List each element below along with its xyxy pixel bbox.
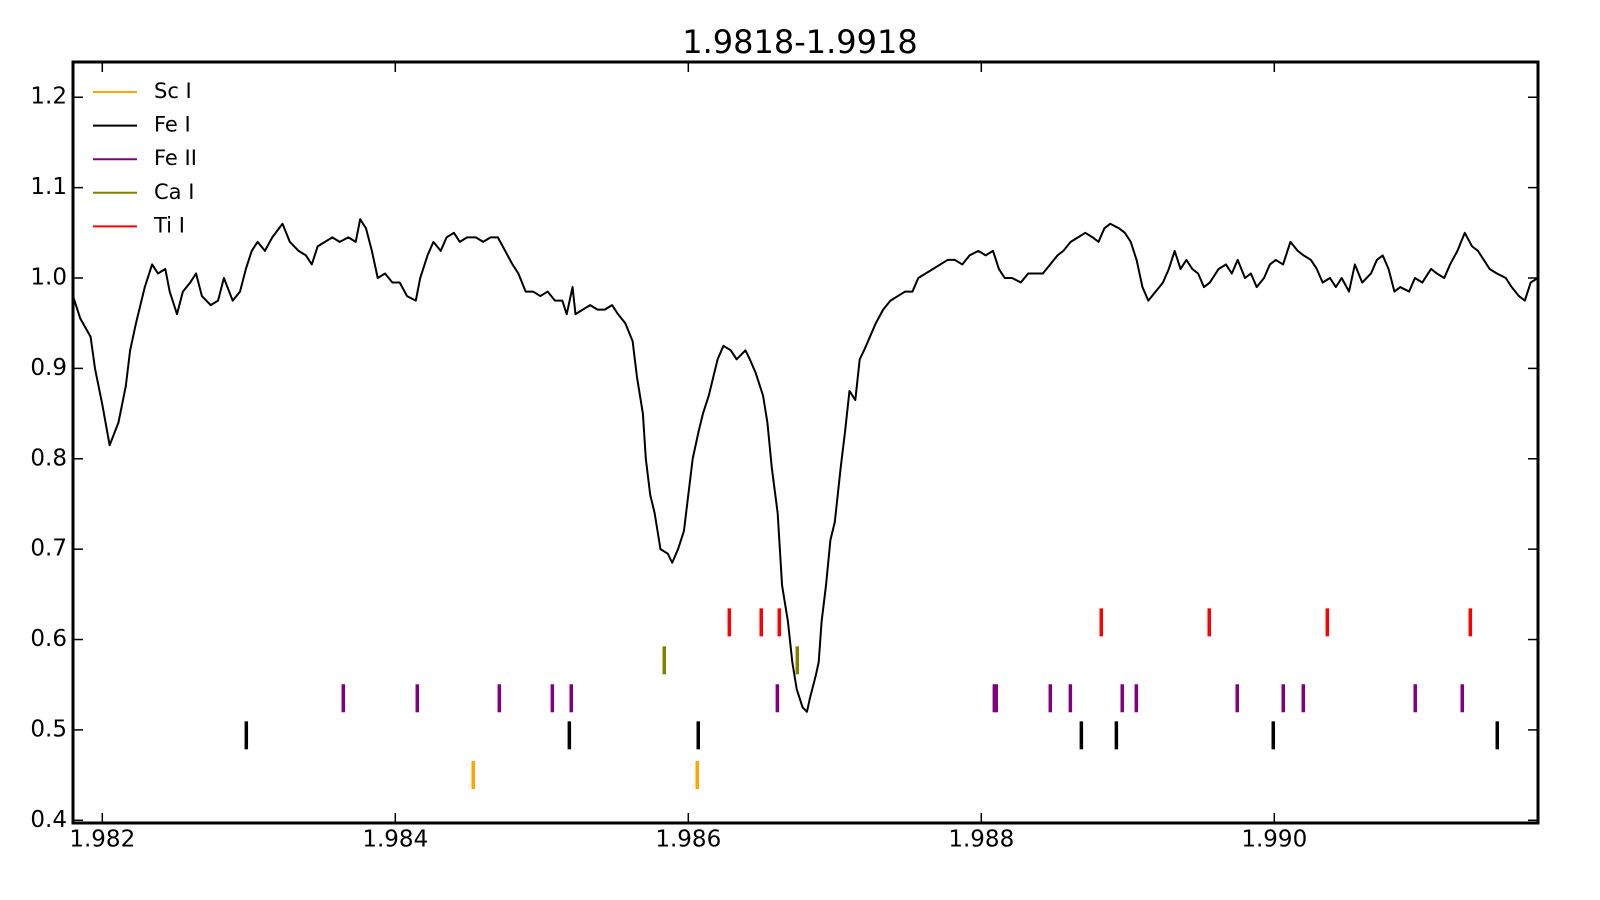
legend-label: Ti I (153, 213, 185, 237)
legend-label: Fe I (154, 113, 191, 137)
x-tick-label: 1.986 (655, 827, 721, 853)
x-tick-label: 1.982 (69, 827, 135, 853)
y-tick-label: 0.9 (30, 355, 67, 381)
y-tick-label: 0.6 (30, 626, 67, 652)
plot-area (73, 218, 1538, 790)
x-tick-label: 1.984 (362, 827, 428, 853)
x-tick-label: 1.990 (1241, 827, 1307, 853)
y-tick-label: 0.8 (30, 445, 67, 471)
y-tick-label: 0.7 (30, 536, 67, 562)
legend-label: Fe II (154, 146, 197, 170)
y-tick-label: 1.1 (30, 174, 67, 200)
legend-label: Sc I (154, 79, 192, 103)
spectrum-line (73, 218, 1538, 713)
legend-label: Ca I (154, 180, 194, 204)
chart-title: 1.9818-1.9918 (682, 23, 917, 61)
plot-frame (71, 60, 1540, 825)
x-tick-label: 1.988 (948, 827, 1014, 853)
y-tick-label: 0.4 (30, 807, 67, 833)
y-tick-label: 0.5 (30, 716, 67, 742)
y-tick-label: 1.2 (30, 84, 67, 110)
y-tick-label: 1.0 (30, 265, 67, 291)
